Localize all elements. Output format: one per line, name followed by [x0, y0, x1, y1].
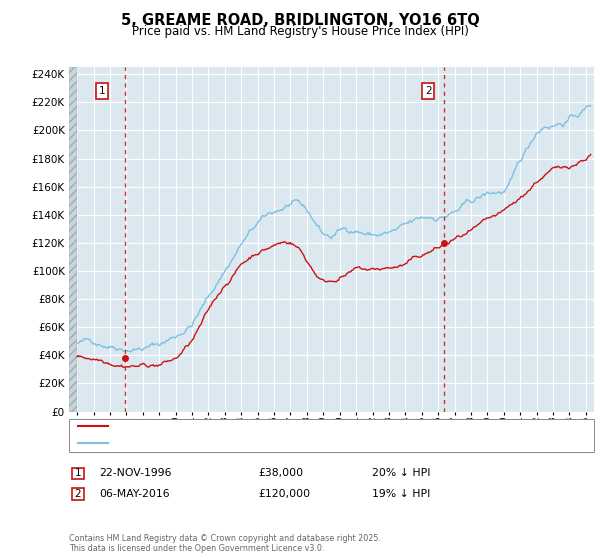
Text: 22-NOV-1996: 22-NOV-1996 — [99, 468, 172, 478]
Text: £38,000: £38,000 — [258, 468, 303, 478]
Text: £120,000: £120,000 — [258, 489, 310, 499]
Text: 06-MAY-2016: 06-MAY-2016 — [99, 489, 170, 499]
Text: HPI: Average price, semi-detached house, East Riding of Yorkshire: HPI: Average price, semi-detached house,… — [112, 438, 426, 448]
Text: 5, GREAME ROAD, BRIDLINGTON, YO16 6TQ: 5, GREAME ROAD, BRIDLINGTON, YO16 6TQ — [121, 13, 479, 28]
Text: 2: 2 — [74, 489, 82, 499]
Text: 1: 1 — [74, 468, 82, 478]
Text: Price paid vs. HM Land Registry's House Price Index (HPI): Price paid vs. HM Land Registry's House … — [131, 25, 469, 38]
Bar — [69, 67, 77, 412]
Text: 20% ↓ HPI: 20% ↓ HPI — [372, 468, 431, 478]
Text: 5, GREAME ROAD, BRIDLINGTON, YO16 6TQ (semi-detached house): 5, GREAME ROAD, BRIDLINGTON, YO16 6TQ (s… — [112, 422, 432, 431]
Text: 2: 2 — [425, 86, 431, 96]
Text: 19% ↓ HPI: 19% ↓ HPI — [372, 489, 430, 499]
Text: Contains HM Land Registry data © Crown copyright and database right 2025.
This d: Contains HM Land Registry data © Crown c… — [69, 534, 381, 553]
Text: 1: 1 — [98, 86, 105, 96]
